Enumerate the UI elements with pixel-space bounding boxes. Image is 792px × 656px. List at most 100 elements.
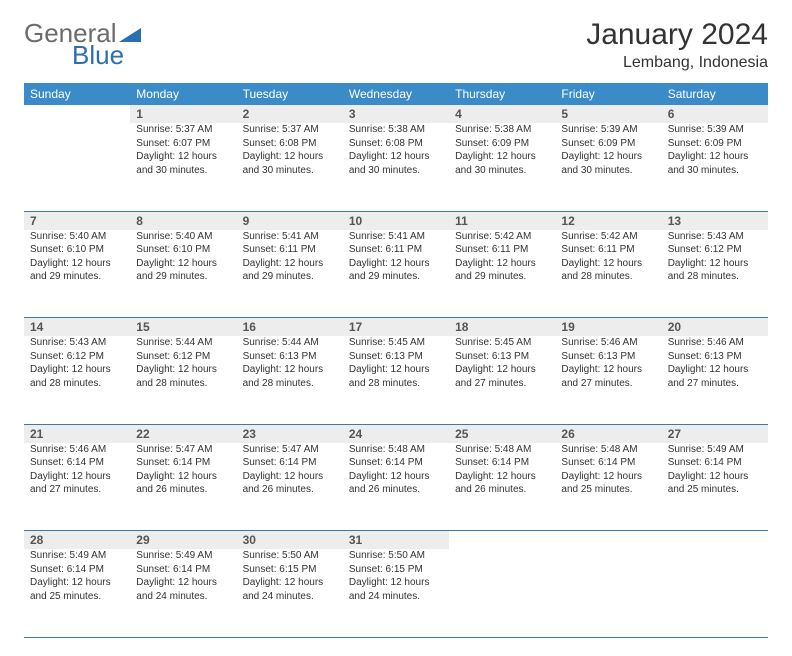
day-number-row: 14151617181920 bbox=[24, 318, 768, 337]
day-number: 5 bbox=[555, 105, 661, 123]
sunrise-text: Sunrise: 5:49 AM bbox=[30, 549, 124, 563]
sunrise-text: Sunrise: 5:37 AM bbox=[136, 123, 230, 137]
day-cell bbox=[449, 549, 555, 637]
day-number: 4 bbox=[449, 105, 555, 123]
daylight-text: Daylight: 12 hours and 28 minutes. bbox=[136, 363, 230, 390]
sunset-text: Sunset: 6:10 PM bbox=[136, 243, 230, 257]
daylight-text: Daylight: 12 hours and 25 minutes. bbox=[668, 470, 762, 497]
day-cell: Sunrise: 5:49 AMSunset: 6:14 PMDaylight:… bbox=[662, 443, 768, 531]
sunrise-text: Sunrise: 5:43 AM bbox=[668, 230, 762, 244]
sunrise-text: Sunrise: 5:38 AM bbox=[349, 123, 443, 137]
day-number: 20 bbox=[662, 318, 768, 337]
day-cell: Sunrise: 5:42 AMSunset: 6:11 PMDaylight:… bbox=[449, 230, 555, 318]
sunset-text: Sunset: 6:14 PM bbox=[243, 456, 337, 470]
day-cell: Sunrise: 5:39 AMSunset: 6:09 PMDaylight:… bbox=[662, 123, 768, 211]
daylight-text: Daylight: 12 hours and 25 minutes. bbox=[561, 470, 655, 497]
day-cell: Sunrise: 5:48 AMSunset: 6:14 PMDaylight:… bbox=[449, 443, 555, 531]
sunset-text: Sunset: 6:12 PM bbox=[136, 350, 230, 364]
day-number: 3 bbox=[343, 105, 449, 123]
sunrise-text: Sunrise: 5:48 AM bbox=[455, 443, 549, 457]
day-cell: Sunrise: 5:45 AMSunset: 6:13 PMDaylight:… bbox=[343, 336, 449, 424]
daylight-text: Daylight: 12 hours and 26 minutes. bbox=[243, 470, 337, 497]
sunrise-text: Sunrise: 5:50 AM bbox=[243, 549, 337, 563]
sunset-text: Sunset: 6:11 PM bbox=[349, 243, 443, 257]
day-cell: Sunrise: 5:49 AMSunset: 6:14 PMDaylight:… bbox=[130, 549, 236, 637]
weekday-header: Wednesday bbox=[343, 83, 449, 105]
daylight-text: Daylight: 12 hours and 26 minutes. bbox=[349, 470, 443, 497]
sunset-text: Sunset: 6:09 PM bbox=[561, 137, 655, 151]
weekday-header: Saturday bbox=[662, 83, 768, 105]
sunset-text: Sunset: 6:14 PM bbox=[561, 456, 655, 470]
weekday-header: Friday bbox=[555, 83, 661, 105]
sunrise-text: Sunrise: 5:37 AM bbox=[243, 123, 337, 137]
sunrise-text: Sunrise: 5:48 AM bbox=[561, 443, 655, 457]
day-cell: Sunrise: 5:45 AMSunset: 6:13 PMDaylight:… bbox=[449, 336, 555, 424]
day-number: 7 bbox=[24, 211, 130, 230]
week-row: Sunrise: 5:40 AMSunset: 6:10 PM Daylight:… bbox=[24, 230, 768, 318]
day-number bbox=[24, 105, 130, 123]
daylight-text: Daylight: 12 hours and 30 minutes. bbox=[243, 150, 337, 177]
week-row: Sunrise: 5:37 AMSunset: 6:07 PMDaylight:… bbox=[24, 123, 768, 211]
sunset-text: Sunset: 6:08 PM bbox=[349, 137, 443, 151]
day-number: 22 bbox=[130, 424, 236, 443]
sunset-text: Sunset: 6:15 PM bbox=[349, 563, 443, 577]
day-cell: Sunrise: 5:49 AMSunset: 6:14 PMDaylight:… bbox=[24, 549, 130, 637]
day-cell: Sunrise: 5:40 AMSunset: 6:10 PMDaylight:… bbox=[24, 230, 130, 318]
sunrise-text: Sunrise: 5:39 AM bbox=[561, 123, 655, 137]
sunset-text: Sunset: 6:11 PM bbox=[243, 243, 337, 257]
day-number-row: 123456 bbox=[24, 105, 768, 123]
day-cell: Sunrise: 5:44 AMSunset: 6:13 PMDaylight:… bbox=[237, 336, 343, 424]
sunset-text: Sunset: 6:07 PM bbox=[136, 137, 230, 151]
day-cell: Sunrise: 5:44 AMSunset: 6:12 PMDaylight:… bbox=[130, 336, 236, 424]
day-number: 11 bbox=[449, 211, 555, 230]
day-cell: Sunrise: 5:46 AMSunset: 6:13 PMDaylight:… bbox=[555, 336, 661, 424]
daylight-text: Daylight: 12 hours and 29 minutes. bbox=[30, 257, 124, 284]
sunset-text: Sunset: 6:09 PM bbox=[455, 137, 549, 151]
day-number: 23 bbox=[237, 424, 343, 443]
day-number: 30 bbox=[237, 531, 343, 550]
day-cell: Sunrise: 5:47 AMSunset: 6:14 PMDaylight:… bbox=[130, 443, 236, 531]
day-cell: Sunrise: 5:41 AMSunset: 6:11 PMDaylight:… bbox=[343, 230, 449, 318]
sunrise-text: Sunrise: 5:38 AM bbox=[455, 123, 549, 137]
day-cell: Sunrise: 5:46 AMSunset: 6:14 PMDaylight:… bbox=[24, 443, 130, 531]
day-number: 10 bbox=[343, 211, 449, 230]
sunrise-text: Sunrise: 5:39 AM bbox=[668, 123, 762, 137]
sunrise-text: Sunrise: 5:40 AM bbox=[136, 230, 230, 244]
calendar-table: Sunday Monday Tuesday Wednesday Thursday… bbox=[24, 83, 768, 638]
day-number: 1 bbox=[130, 105, 236, 123]
sunset-text: Sunset: 6:09 PM bbox=[668, 137, 762, 151]
daylight-text: Daylight: 12 hours and 30 minutes. bbox=[349, 150, 443, 177]
day-cell: Sunrise: 5:41 AMSunset: 6:11 PMDaylight:… bbox=[237, 230, 343, 318]
day-number: 19 bbox=[555, 318, 661, 337]
day-cell bbox=[662, 549, 768, 637]
day-number bbox=[662, 531, 768, 550]
daylight-text: Daylight: 12 hours and 28 minutes. bbox=[243, 363, 337, 390]
day-number: 8 bbox=[130, 211, 236, 230]
sunrise-text: Sunrise: 5:42 AM bbox=[561, 230, 655, 244]
sunrise-text: Sunrise: 5:50 AM bbox=[349, 549, 443, 563]
day-cell: Sunrise: 5:38 AMSunset: 6:09 PMDaylight:… bbox=[449, 123, 555, 211]
day-number: 28 bbox=[24, 531, 130, 550]
day-cell: Sunrise: 5:43 AMSunset: 6:12 PMDaylight:… bbox=[24, 336, 130, 424]
sunrise-text: Sunrise: 5:46 AM bbox=[30, 443, 124, 457]
day-cell: Sunrise: 5:43 AMSunset: 6:12 PMDaylight:… bbox=[662, 230, 768, 318]
daylight-text: Daylight: 12 hours and 30 minutes. bbox=[561, 150, 655, 177]
sunset-text: Sunset: 6:14 PM bbox=[349, 456, 443, 470]
sunrise-text: Sunrise: 5:47 AM bbox=[136, 443, 230, 457]
sunrise-text: Sunrise: 5:46 AM bbox=[561, 336, 655, 350]
daylight-text: Daylight: 12 hours and 27 minutes. bbox=[30, 470, 124, 497]
sunset-text: Sunset: 6:13 PM bbox=[668, 350, 762, 364]
sunrise-text: Sunrise: 5:48 AM bbox=[349, 443, 443, 457]
weekday-header: Sunday bbox=[24, 83, 130, 105]
day-cell bbox=[555, 549, 661, 637]
daylight-text: Daylight: 12 hours and 29 minutes. bbox=[349, 257, 443, 284]
sunset-text: Sunset: 6:14 PM bbox=[30, 456, 124, 470]
weekday-header: Monday bbox=[130, 83, 236, 105]
week-row: Sunrise: 5:46 AMSunset: 6:14 PMDaylight:… bbox=[24, 443, 768, 531]
daylight-text: Daylight: 12 hours and 29 minutes. bbox=[243, 257, 337, 284]
day-number: 29 bbox=[130, 531, 236, 550]
day-cell: Sunrise: 5:46 AMSunset: 6:13 PMDaylight:… bbox=[662, 336, 768, 424]
day-cell: Sunrise: 5:48 AMSunset: 6:14 PMDaylight:… bbox=[555, 443, 661, 531]
sunrise-text: Sunrise: 5:41 AM bbox=[243, 230, 337, 244]
sunset-text: Sunset: 6:14 PM bbox=[30, 563, 124, 577]
